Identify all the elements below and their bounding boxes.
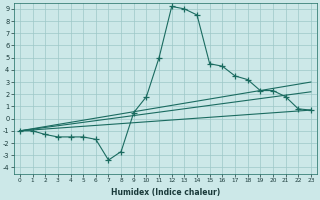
X-axis label: Humidex (Indice chaleur): Humidex (Indice chaleur) — [111, 188, 220, 197]
